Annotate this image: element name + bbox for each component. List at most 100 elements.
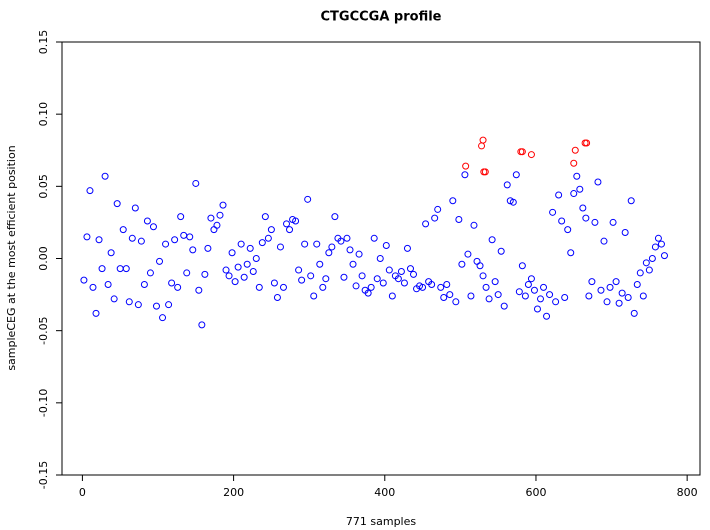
point (573, 172, 581, 180)
point (446, 291, 454, 299)
point (316, 260, 324, 268)
point (376, 255, 384, 262)
point (131, 204, 139, 212)
point (600, 237, 608, 245)
point (340, 273, 348, 281)
point (558, 217, 566, 225)
point (237, 240, 245, 248)
y-tick-label: -0.15 (37, 461, 50, 489)
point (358, 272, 366, 280)
point (98, 265, 106, 273)
point (152, 302, 160, 310)
point (110, 295, 118, 303)
point (325, 249, 333, 257)
point (476, 262, 484, 270)
point (615, 299, 623, 307)
point (201, 270, 209, 278)
x-tick-label: 400 (374, 486, 395, 499)
point (576, 185, 584, 193)
point (561, 293, 569, 301)
point (162, 240, 170, 248)
point (146, 269, 154, 277)
point (570, 190, 578, 198)
point (128, 234, 136, 242)
point (83, 233, 91, 241)
point (467, 292, 475, 300)
point (113, 200, 121, 208)
point (479, 136, 487, 144)
point (624, 293, 632, 301)
point (89, 283, 97, 291)
point (149, 223, 157, 231)
point (270, 279, 278, 287)
point (497, 247, 505, 255)
point (86, 187, 94, 195)
point (419, 283, 427, 291)
point (352, 282, 360, 290)
point (355, 250, 363, 258)
point (543, 312, 551, 320)
y-tick-label: -0.05 (37, 316, 50, 344)
point (609, 218, 617, 226)
point (177, 213, 185, 221)
point (295, 266, 303, 274)
point (597, 286, 605, 294)
point (603, 298, 611, 306)
point (346, 246, 354, 254)
point (588, 278, 596, 286)
point (464, 250, 472, 258)
point (422, 220, 430, 228)
x-tick-label: 200 (223, 486, 244, 499)
point (192, 179, 200, 187)
point (385, 266, 393, 274)
point (633, 280, 641, 288)
x-tick-label: 0 (79, 486, 86, 499)
point (585, 292, 593, 300)
x-tick-label: 800 (677, 486, 698, 499)
point (292, 217, 300, 225)
point (379, 279, 387, 287)
point (546, 291, 554, 299)
y-tick-label: 0.05 (37, 174, 50, 199)
point (630, 309, 638, 317)
point (283, 220, 291, 228)
point (612, 278, 620, 286)
point (204, 244, 212, 252)
point (240, 273, 248, 281)
point (382, 242, 390, 250)
point (527, 275, 535, 283)
point (530, 286, 538, 294)
x-axis-label: 771 samples (346, 515, 416, 528)
point (273, 293, 281, 301)
point (642, 259, 650, 267)
point (540, 283, 548, 291)
point (521, 292, 529, 300)
point (552, 298, 560, 306)
point (198, 321, 206, 329)
point (488, 236, 496, 244)
point (428, 280, 436, 288)
point (606, 283, 614, 291)
point (503, 181, 511, 189)
point (657, 240, 665, 248)
point (261, 213, 269, 221)
point (298, 276, 306, 284)
point (394, 275, 402, 283)
point (627, 197, 635, 205)
point (524, 280, 532, 288)
point (122, 265, 130, 273)
point (452, 298, 460, 306)
point (621, 229, 629, 237)
point (349, 260, 357, 268)
point (249, 267, 257, 275)
point (243, 260, 251, 268)
point (491, 278, 499, 286)
point (186, 233, 194, 241)
point (370, 234, 378, 242)
point (159, 314, 167, 322)
point (216, 211, 224, 219)
y-tick-label: 0.10 (37, 102, 50, 127)
point (92, 309, 100, 317)
point (104, 280, 112, 288)
